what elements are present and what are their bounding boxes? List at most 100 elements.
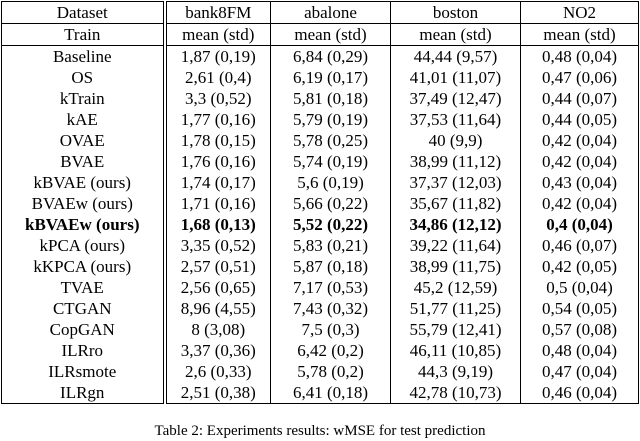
- cell: 0,5 (0,04): [520, 277, 639, 298]
- data-row: OVAE 1,78 (0,15) 5,78 (0,25) 40 (9,9) 0,42 (…: [1, 130, 639, 151]
- cell: 41,01 (11,07): [390, 67, 521, 88]
- cell: 0,46 (0,07): [520, 235, 639, 256]
- data-row: CopGAN 8 (3,08) 7,5 (0,3) 55,79 (12,41) 0,57…: [1, 319, 639, 340]
- cell: bank8FM: [164, 1, 271, 24]
- cell: 7,17 (0,53): [270, 277, 391, 298]
- row-label: ILRsmote: [1, 361, 167, 382]
- cell: 37,49 (12,47): [390, 88, 521, 109]
- cell: 0,44 (0,07): [520, 88, 639, 109]
- cell: 5,81 (0,18): [270, 88, 391, 109]
- cell: 37,37 (12,03): [390, 172, 521, 193]
- cell: 1,87 (0,19): [164, 45, 271, 67]
- cell: 37,53 (11,64): [390, 109, 521, 130]
- cell: 38,99 (11,12): [390, 151, 521, 172]
- cell: 0,4 (0,04): [520, 214, 639, 235]
- row-label: kBVAE (ours): [1, 172, 167, 193]
- cell: 0,46 (0,04): [520, 382, 639, 404]
- cell: 1,78 (0,15): [164, 130, 271, 151]
- data-row: kTrain 3,3 (0,52) 5,81 (0,18) 37,49 (12,47)…: [1, 88, 639, 109]
- row-label: OS: [1, 67, 167, 88]
- cell: NO2: [520, 1, 639, 24]
- data-row: BVAE 1,76 (0,16) 5,74 (0,19) 38,99 (11,12) 0…: [1, 151, 639, 172]
- cell: 51,77 (11,25): [390, 298, 521, 319]
- cell: 5,66 (0,22): [270, 193, 391, 214]
- cell: mean (std): [520, 23, 639, 46]
- cell: 3,37 (0,36): [164, 340, 271, 361]
- row-label: TVAE: [1, 277, 167, 298]
- row-label: OVAE: [1, 130, 167, 151]
- data-row: CTGAN 8,96 (4,55) 7,43 (0,32) 51,77 (11,25)…: [1, 298, 639, 319]
- cell: 5,6 (0,19): [270, 172, 391, 193]
- data-row: kAE 1,77 (0,16) 5,79 (0,19) 37,53 (11,64) 0,…: [1, 109, 639, 130]
- row-label: Baseline: [1, 45, 167, 67]
- cell: 0,42 (0,05): [520, 256, 639, 277]
- cell: 7,5 (0,3): [270, 319, 391, 340]
- cell: 44,3 (9,19): [390, 361, 521, 382]
- cell: 5,79 (0,19): [270, 109, 391, 130]
- cell: boston: [390, 1, 521, 24]
- cell: 55,79 (12,41): [390, 319, 521, 340]
- row-label: BVAEw (ours): [1, 193, 167, 214]
- data-row: OS 2,61 (0,4) 6,19 (0,17) 41,01 (11,07) 0,47…: [1, 67, 639, 88]
- cell: 5,74 (0,19): [270, 151, 391, 172]
- cell: 1,77 (0,16): [164, 109, 271, 130]
- row-label: kBVAEw (ours): [1, 214, 167, 235]
- cell: 5,87 (0,18): [270, 256, 391, 277]
- cell: 0,57 (0,08): [520, 319, 639, 340]
- cell: 0,42 (0,04): [520, 151, 639, 172]
- cell: 0,42 (0,04): [520, 193, 639, 214]
- cell: 46,11 (10,85): [390, 340, 521, 361]
- row-label: kKPCA (ours): [1, 256, 167, 277]
- cell: 0,54 (0,05): [520, 298, 639, 319]
- cell: 1,71 (0,16): [164, 193, 271, 214]
- cell: mean (std): [270, 23, 391, 46]
- row-label: CTGAN: [1, 298, 167, 319]
- row-label: kTrain: [1, 88, 167, 109]
- cell: 35,67 (11,82): [390, 193, 521, 214]
- row-label: kPCA (ours): [1, 235, 167, 256]
- cell: 34,86 (12,12): [390, 214, 521, 235]
- cell: 5,78 (0,2): [270, 361, 391, 382]
- cell: 8 (3,08): [164, 319, 271, 340]
- cell: 0,47 (0,04): [520, 361, 639, 382]
- cell: 3,35 (0,52): [164, 235, 271, 256]
- cell: 0,44 (0,05): [520, 109, 639, 130]
- data-row: kPCA (ours) 3,35 (0,52) 5,83 (0,21) 39,22 (…: [1, 235, 639, 256]
- cell: mean (std): [390, 23, 521, 46]
- data-row: ILRsmote 2,6 (0,33) 5,78 (0,2) 44,3 (9,19) 0…: [1, 361, 639, 382]
- cell: 1,68 (0,13): [164, 214, 271, 235]
- cell: 2,6 (0,33): [164, 361, 271, 382]
- cell: 1,74 (0,17): [164, 172, 271, 193]
- row-label: Dataset: [1, 1, 167, 24]
- data-row: ILRro 3,37 (0,36) 6,42 (0,2) 46,11 (10,85) 0…: [1, 340, 639, 361]
- row-label: ILRro: [1, 340, 167, 361]
- cell: 45,2 (12,59): [390, 277, 521, 298]
- cell: 0,42 (0,04): [520, 130, 639, 151]
- cell: 6,42 (0,2): [270, 340, 391, 361]
- results-table: Dataset bank8FM abalone boston NO2 Train mean …: [1, 1, 639, 404]
- cell: 6,19 (0,17): [270, 67, 391, 88]
- data-row: kBVAE (ours) 1,74 (0,17) 5,6 (0,19) 37,37 (…: [1, 172, 639, 193]
- data-row: kKPCA (ours) 2,57 (0,51) 5,87 (0,18) 38,99 …: [1, 256, 639, 277]
- data-row: TVAE 2,56 (0,65) 7,17 (0,53) 45,2 (12,59) 0,…: [1, 277, 639, 298]
- cell: 38,99 (11,75): [390, 256, 521, 277]
- cell: mean (std): [164, 23, 271, 46]
- cell: 5,78 (0,25): [270, 130, 391, 151]
- cell: 2,56 (0,65): [164, 277, 271, 298]
- cell: 6,41 (0,18): [270, 382, 391, 404]
- cell: 44,44 (9,57): [390, 45, 521, 67]
- row-label: Train: [1, 23, 167, 46]
- cell: abalone: [270, 1, 391, 24]
- data-row: Baseline 1,87 (0,19) 6,84 (0,29) 44,44 (9,5…: [1, 45, 639, 67]
- data-row: kBVAEw (ours) 1,68 (0,13) 5,52 (0,22) 34,86…: [1, 214, 639, 235]
- cell: 3,3 (0,52): [164, 88, 271, 109]
- cell: 0,47 (0,06): [520, 67, 639, 88]
- cell: 40 (9,9): [390, 130, 521, 151]
- cell: 7,43 (0,32): [270, 298, 391, 319]
- cell: 0,48 (0,04): [520, 340, 639, 361]
- cell: 0,48 (0,04): [520, 45, 639, 67]
- row-label: BVAE: [1, 151, 167, 172]
- cell: 42,78 (10,73): [390, 382, 521, 404]
- cell: 2,57 (0,51): [164, 256, 271, 277]
